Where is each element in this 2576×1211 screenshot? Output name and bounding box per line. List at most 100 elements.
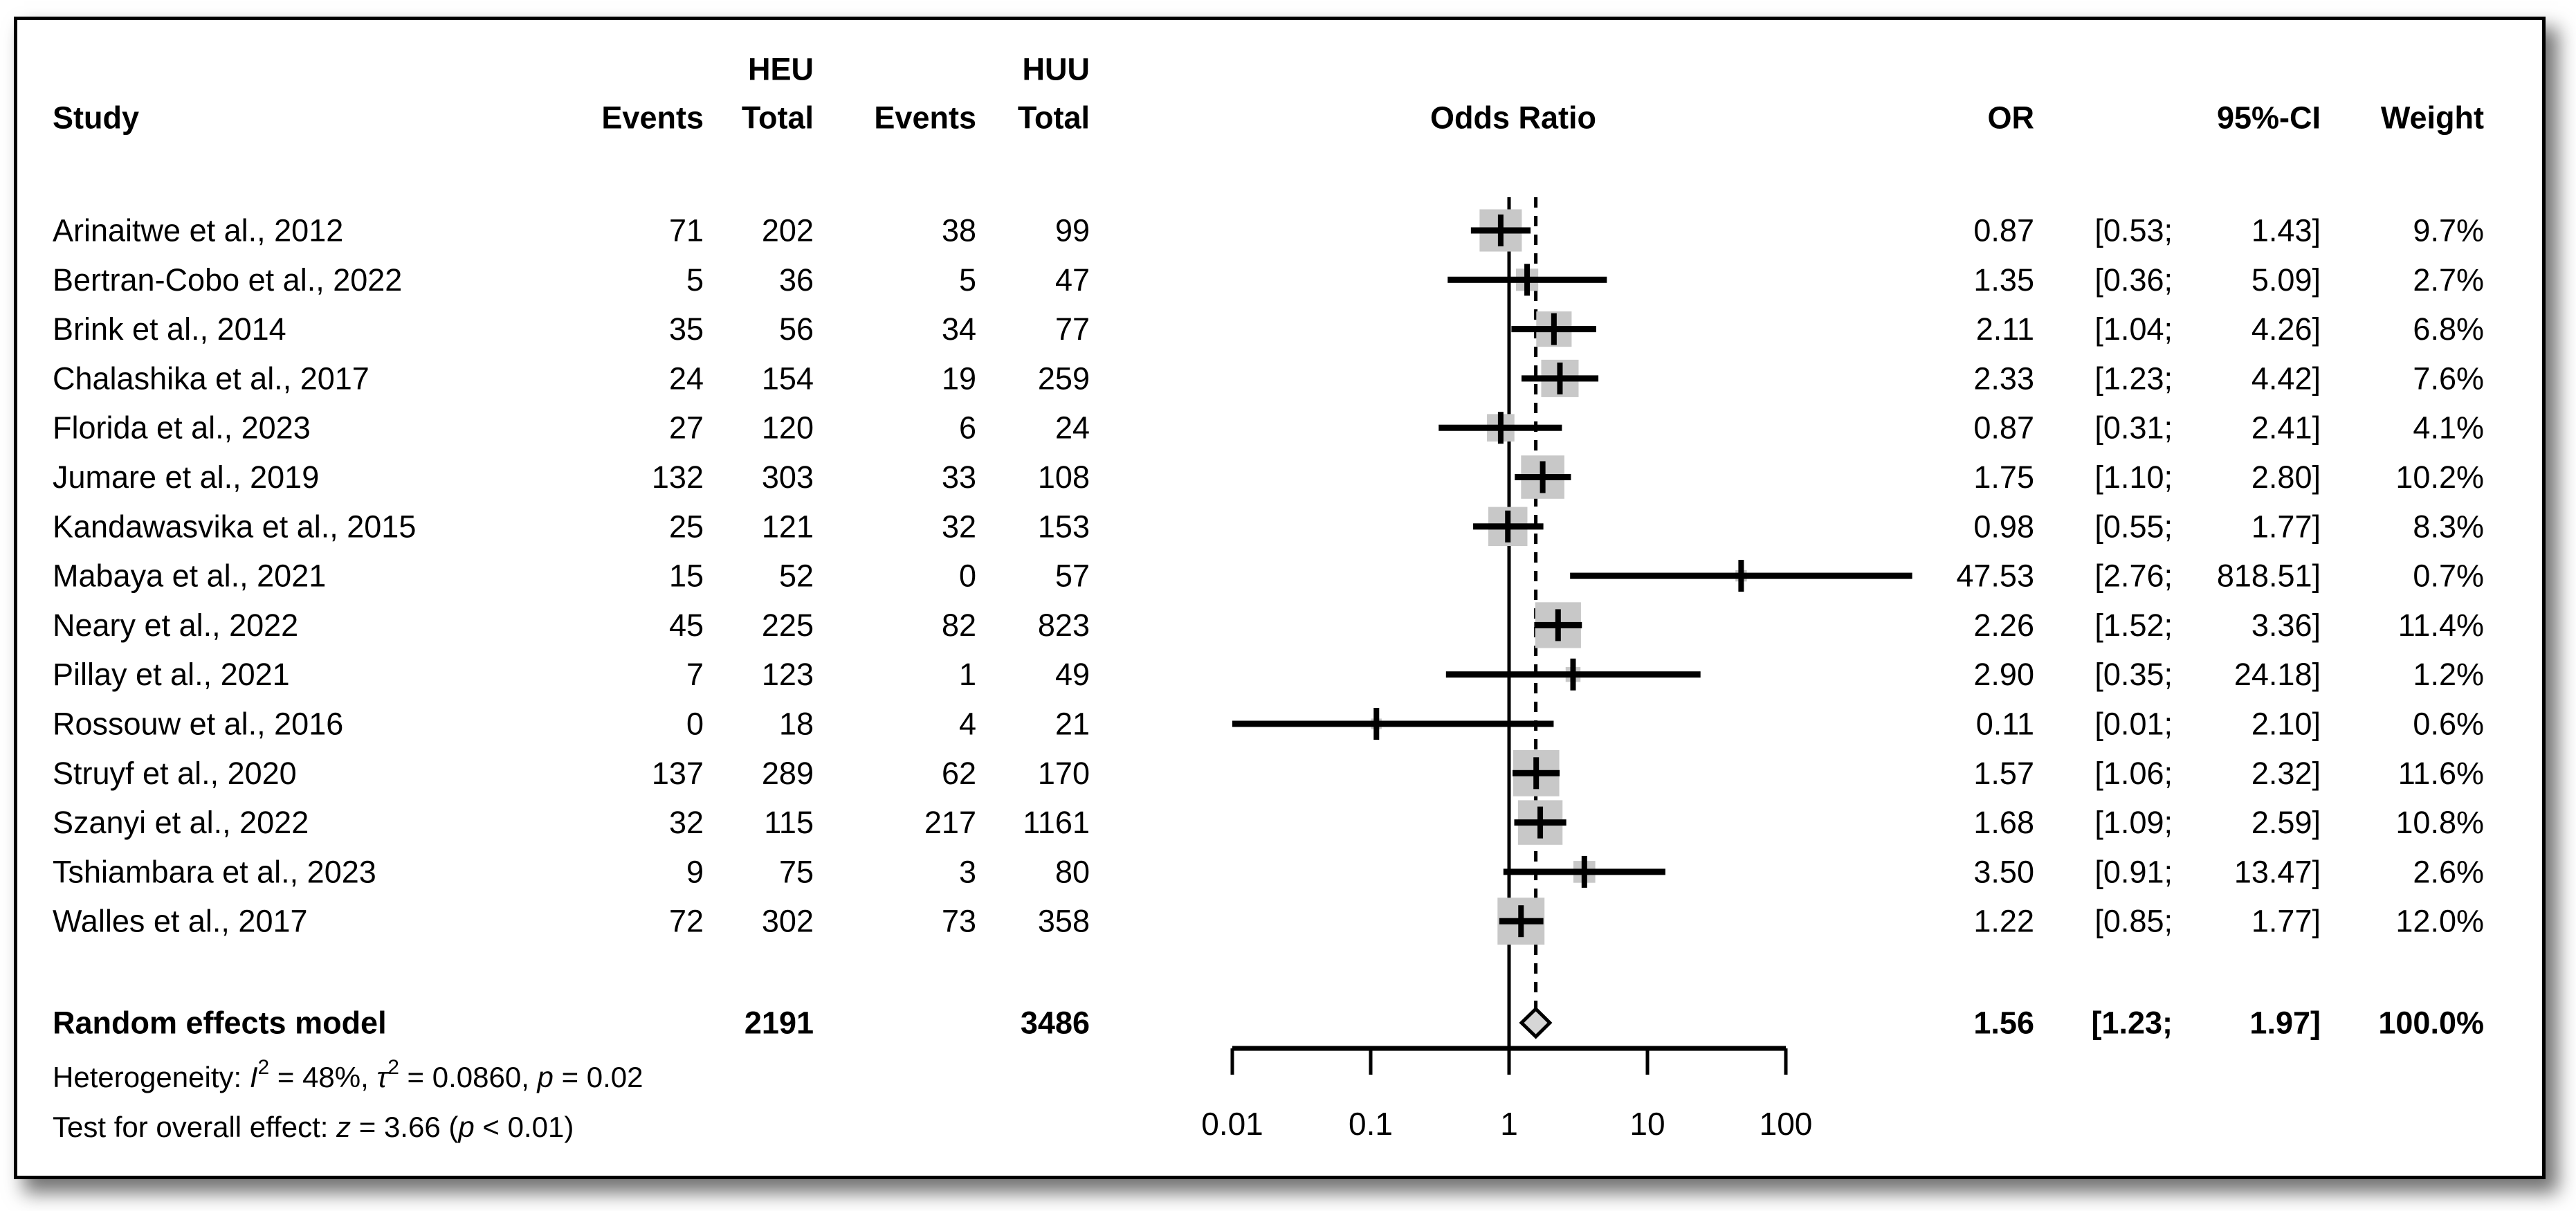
weight-value: 6.8% — [2413, 311, 2484, 347]
heu-events-value: 32 — [669, 805, 704, 840]
effect-marker — [1738, 560, 1744, 592]
ci-high-value: 4.26] — [2251, 311, 2321, 347]
heu-total-value: 52 — [779, 558, 814, 594]
footnote-segment: = 3.66 ( — [351, 1111, 458, 1143]
weight-value: 11.4% — [2398, 608, 2484, 643]
effect-marker — [1540, 461, 1546, 493]
huu-events-value: 33 — [942, 459, 976, 495]
or-value: 3.50 — [1973, 854, 2034, 889]
ci-high-value: 3.36] — [2251, 608, 2321, 643]
ci-high-value: 24.18] — [2234, 657, 2321, 692]
footnote-segment: = 0.02 — [554, 1061, 643, 1093]
or-value: 1.75 — [1973, 459, 2034, 495]
heu-events-value: 7 — [686, 657, 704, 692]
ci-high-value: 2.59] — [2251, 805, 2321, 840]
or-value: 1.22 — [1973, 904, 2034, 939]
x-axis-tick — [1784, 1048, 1788, 1075]
column-header-total-heu: Total — [742, 100, 814, 136]
study-name: Kandawasvika et al., 2015 — [53, 509, 416, 544]
huu-total-value: 57 — [1055, 558, 1090, 594]
effect-marker — [1551, 313, 1557, 345]
study-name: Walles et al., 2017 — [53, 904, 308, 939]
heu-total-value: 302 — [762, 904, 814, 939]
heu-total-value: 289 — [762, 756, 814, 791]
summary-ci-low-value: [1.23; — [2091, 1005, 2173, 1041]
huu-events-value: 73 — [942, 904, 976, 939]
weight-value: 10.8% — [2395, 805, 2484, 840]
heu-total-value: 123 — [762, 657, 814, 692]
huu-total-value: 1161 — [1023, 805, 1090, 840]
huu-total-value: 99 — [1055, 213, 1090, 248]
study-name: Neary et al., 2022 — [53, 608, 298, 643]
huu-total-value: 77 — [1055, 311, 1090, 347]
ci-low-value: [2.76; — [2094, 558, 2173, 594]
huu-total-value: 153 — [1038, 509, 1090, 544]
or-value: 2.11 — [1976, 311, 2034, 347]
x-axis-tick-label: 10 — [1629, 1106, 1665, 1142]
summary-label: Random effects model — [53, 1005, 387, 1041]
weight-value: 11.6% — [2398, 756, 2484, 791]
heu-total-value: 202 — [762, 213, 814, 248]
x-axis-tick-label: 100 — [1760, 1106, 1813, 1142]
ci-low-value: [1.04; — [2094, 311, 2173, 347]
huu-events-value: 38 — [942, 213, 976, 248]
ci-low-value: [0.35; — [2094, 657, 2173, 692]
heu-events-value: 0 — [686, 707, 704, 742]
footnote-heterogeneity: Heterogeneity: I2 = 48%, τ2 = 0.0860, p … — [53, 1056, 643, 1093]
x-axis-tick-label: 0.01 — [1201, 1106, 1263, 1142]
ci-low-value: [0.91; — [2094, 854, 2173, 889]
x-axis-tick — [1645, 1048, 1650, 1075]
or-value: 0.87 — [1973, 410, 2034, 446]
huu-events-value: 0 — [959, 558, 976, 594]
ci-high-value: 2.80] — [2251, 459, 2321, 495]
ci-low-value: [0.53; — [2094, 213, 2173, 248]
column-header-weight: Weight — [2381, 100, 2484, 136]
weight-value: 9.7% — [2413, 213, 2484, 248]
study-name: Florida et al., 2023 — [53, 410, 311, 446]
footnote-segment: = 48%, — [269, 1061, 376, 1093]
weight-value: 7.6% — [2413, 361, 2484, 396]
ci-line — [1232, 720, 1554, 727]
weight-value: 2.7% — [2413, 262, 2484, 298]
or-value: 2.33 — [1973, 361, 2034, 396]
ci-high-value: 4.42] — [2251, 361, 2321, 396]
heu-total-value: 56 — [779, 311, 814, 347]
huu-total-value: 49 — [1055, 657, 1090, 692]
or-value: 1.68 — [1973, 805, 2034, 840]
ci-high-value: 5.09] — [2251, 262, 2321, 298]
weight-value: 1.2% — [2413, 657, 2484, 692]
footnote-segment: = 0.0860, — [399, 1061, 538, 1093]
heu-total-value: 303 — [762, 459, 814, 495]
huu-events-value: 4 — [959, 707, 976, 742]
huu-total-value: 24 — [1055, 410, 1090, 446]
heu-events-value: 72 — [669, 904, 704, 939]
huu-events-value: 5 — [959, 262, 976, 298]
huu-total-value: 823 — [1038, 608, 1090, 643]
effect-marker — [1518, 905, 1524, 938]
heu-total-value: 36 — [779, 262, 814, 298]
footnote-segment: z — [336, 1111, 351, 1143]
heu-events-value: 25 — [669, 509, 704, 544]
ci-high-value: 1.77] — [2251, 509, 2321, 544]
x-axis-tick — [1369, 1048, 1373, 1075]
effect-marker — [1497, 412, 1504, 444]
figure-frame: HEU HUU Study Events Total Events Total Odds Ra… — [14, 17, 2546, 1179]
ci-high-value: 2.41] — [2251, 410, 2321, 446]
study-name: Mabaya et al., 2021 — [53, 558, 326, 594]
study-name: Pillay et al., 2021 — [53, 657, 290, 692]
weight-value: 4.1% — [2413, 410, 2484, 446]
footnote-segment: p — [536, 1061, 554, 1093]
footnote-overall-effect: Test for overall effect: z = 3.66 (p < 0… — [53, 1111, 574, 1143]
reference-line-or1 — [1507, 197, 1511, 1075]
huu-total-value: 108 — [1038, 459, 1090, 495]
ci-high-value: 818.51] — [2217, 558, 2321, 594]
heu-events-value: 5 — [686, 262, 704, 298]
huu-total-value: 47 — [1055, 262, 1090, 298]
heu-events-value: 45 — [669, 608, 704, 643]
weight-value: 2.6% — [2413, 854, 2484, 889]
footnote-segment: < 0.01) — [475, 1111, 574, 1143]
summary-diamond — [1519, 1006, 1553, 1039]
heu-events-value: 27 — [669, 410, 704, 446]
effect-marker — [1505, 510, 1511, 543]
ci-high-value: 2.10] — [2251, 707, 2321, 742]
